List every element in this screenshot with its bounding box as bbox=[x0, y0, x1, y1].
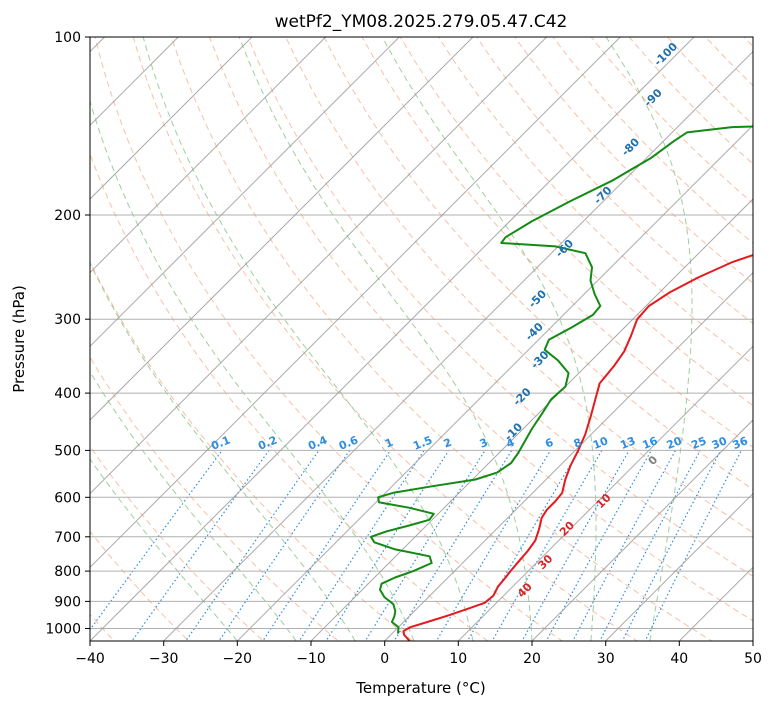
dry-adiabat-line bbox=[90, 356, 339, 641]
x-axis: −40 −30 −20 −10 0 10 20 30 40 50 bbox=[75, 641, 762, 667]
isotherm-line bbox=[531, 419, 753, 641]
x-axis-label: Temperature (°C) bbox=[355, 679, 485, 697]
pressure-gridlines bbox=[90, 37, 753, 629]
y-tick-label: 500 bbox=[54, 443, 81, 459]
mixing-ratio-label: 3 bbox=[478, 436, 490, 451]
moist-adiabat-line bbox=[381, 37, 597, 641]
isotherm-line bbox=[90, 37, 253, 200]
sounding-series bbox=[370, 125, 753, 641]
mixing-ratio-label: 25 bbox=[689, 434, 708, 452]
isotherm-line bbox=[236, 124, 753, 641]
y-tick-label: 200 bbox=[54, 208, 81, 224]
moist-adiabat-line bbox=[90, 458, 238, 641]
dry-adiabat-line bbox=[323, 37, 753, 491]
mixing-ratio-label: 1 bbox=[383, 436, 395, 451]
moist-adiabat-line bbox=[90, 261, 356, 641]
isotherm-line bbox=[90, 37, 548, 495]
x-tick-label: 20 bbox=[523, 651, 541, 667]
dry-adiabat-line bbox=[476, 37, 753, 325]
y-tick-label: 700 bbox=[54, 530, 81, 546]
y-tick-label: 600 bbox=[54, 490, 81, 506]
dry-adiabats bbox=[90, 37, 753, 641]
isotherm-line bbox=[162, 50, 753, 641]
x-tick-label: −10 bbox=[296, 651, 326, 667]
y-tick-label: 300 bbox=[54, 312, 81, 328]
dry-adiabat-line bbox=[90, 445, 265, 641]
mixing-ratio-label: 20 bbox=[665, 434, 684, 452]
dry-adiabat-line bbox=[90, 152, 489, 641]
y-axis: 1000 900 800 700 600 500 400 300 200 100 bbox=[45, 30, 90, 638]
x-tick-label: 50 bbox=[744, 651, 762, 667]
isotherm-line bbox=[90, 37, 622, 569]
mixing-ratio-label: 8 bbox=[572, 436, 584, 451]
mixing-ratio-label: 13 bbox=[618, 434, 637, 452]
y-tick-label: 900 bbox=[54, 594, 81, 610]
dry-adiabat-line bbox=[90, 530, 190, 641]
isotherm-line bbox=[90, 37, 695, 641]
isotherm-line bbox=[90, 37, 180, 127]
temperature-line bbox=[402, 254, 753, 641]
y-tick-label: 1000 bbox=[45, 622, 81, 638]
dry-adiabat-line bbox=[90, 260, 414, 641]
isotherm-line bbox=[90, 37, 327, 274]
dry-adiabat-line bbox=[247, 37, 753, 577]
chart-title: wetPf2_YM08.2025.279.05.47.C42 bbox=[275, 12, 568, 32]
moist-adiabat-line bbox=[90, 370, 297, 641]
mixing-ratio-label: 36 bbox=[731, 434, 750, 452]
isotherm-line bbox=[310, 198, 753, 641]
moist-adiabat-line bbox=[238, 37, 533, 641]
plot-area: 0.1 0.2 0.4 0.6 1 1.5 2 3 4 6 8 10 13 16 20 25 30 36-100-… bbox=[90, 37, 753, 641]
mixing-ratio-label: 30 bbox=[710, 434, 729, 452]
mixing-ratio-label: 2 bbox=[442, 436, 454, 451]
dewpoint-line bbox=[370, 125, 753, 634]
isotherms bbox=[90, 37, 753, 641]
isotherm-line bbox=[90, 37, 474, 421]
dry-adiabat-line bbox=[94, 37, 564, 641]
plot-frame bbox=[89, 36, 754, 642]
dry-adiabat-line bbox=[170, 37, 713, 641]
mixing-ratio-label: 10 bbox=[591, 434, 610, 452]
isotherm-line bbox=[604, 492, 753, 641]
y-axis-label: Pressure (hPa) bbox=[10, 285, 28, 393]
dry-adiabat-line bbox=[208, 37, 753, 622]
isotherm-line bbox=[90, 37, 401, 348]
isotherm-line bbox=[457, 345, 753, 641]
dry-adiabat-line bbox=[514, 37, 753, 284]
y-tick-label: 400 bbox=[54, 386, 81, 402]
x-tick-label: −30 bbox=[149, 651, 179, 667]
x-tick-label: 30 bbox=[597, 651, 615, 667]
mixing-ratio-label: 16 bbox=[640, 434, 659, 452]
y-tick-label: 100 bbox=[54, 30, 81, 46]
x-tick-label: 0 bbox=[380, 651, 389, 667]
moist-adiabat-line bbox=[142, 37, 474, 641]
x-tick-label: −40 bbox=[75, 651, 105, 667]
dry-adiabat-line bbox=[361, 37, 753, 448]
x-tick-label: −20 bbox=[223, 651, 253, 667]
x-tick-label: 10 bbox=[449, 651, 467, 667]
isotherm-line bbox=[383, 271, 753, 641]
dry-adiabat-line bbox=[132, 37, 638, 641]
x-tick-label: 40 bbox=[670, 651, 688, 667]
y-tick-label: 800 bbox=[54, 564, 81, 580]
